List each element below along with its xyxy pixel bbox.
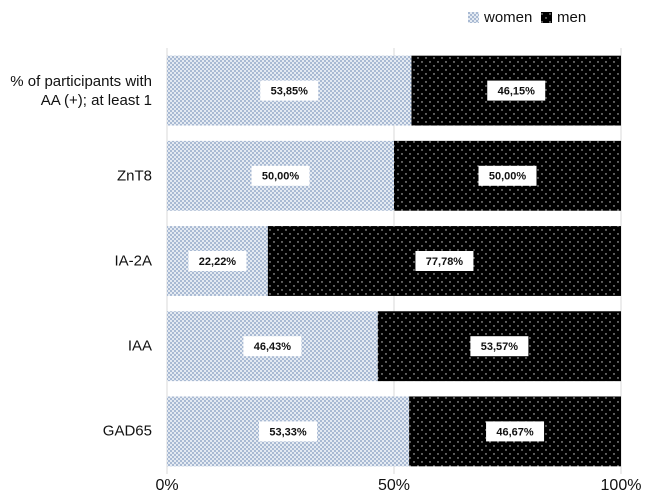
- value-label-box: [251, 165, 310, 186]
- legend-label: men: [557, 9, 586, 26]
- value-label-box: [260, 80, 319, 101]
- value-label-box: [415, 251, 474, 271]
- value-label-box: [470, 336, 529, 357]
- x-tick-label: 50%: [378, 477, 410, 494]
- y-tick-label: % of participants with AA (+); at least …: [10, 72, 152, 109]
- value-label: 22,22%: [199, 256, 237, 268]
- value-label-box: [486, 421, 545, 442]
- x-tick-label: 100%: [601, 477, 642, 494]
- legend-swatch: [541, 12, 552, 23]
- legend-swatch: [468, 12, 479, 23]
- legend-label: women: [483, 9, 532, 26]
- y-tick-label: ZnT8: [116, 167, 152, 185]
- value-label-box: [243, 336, 302, 357]
- value-label-box: [478, 165, 537, 186]
- value-label: 46,67%: [496, 426, 534, 438]
- value-label: 53,33%: [269, 426, 307, 438]
- value-label-box: [259, 421, 318, 442]
- y-tick-label: IA-2A: [114, 252, 152, 270]
- value-label: 46,15%: [498, 86, 536, 98]
- value-label: 50,00%: [489, 171, 527, 183]
- y-tick-label: GAD65: [102, 422, 152, 440]
- value-label-box: [487, 80, 546, 101]
- value-label: 53,57%: [481, 341, 519, 353]
- x-tick-label: 0%: [155, 477, 178, 494]
- value-label: 77,78%: [426, 256, 464, 268]
- value-label: 53,85%: [271, 86, 309, 98]
- value-label: 50,00%: [262, 171, 300, 183]
- y-tick-label: IAA: [127, 337, 152, 355]
- value-label-box: [188, 251, 247, 271]
- value-label: 46,43%: [254, 341, 292, 353]
